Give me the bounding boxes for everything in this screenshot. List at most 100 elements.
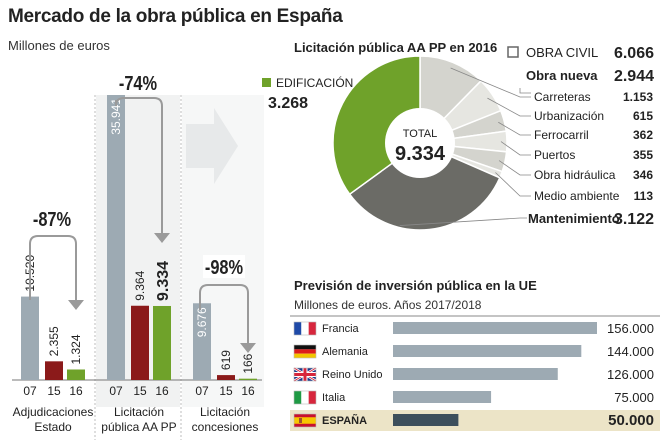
country-label: Alemania xyxy=(322,346,369,358)
value-label: 9.364 xyxy=(133,270,147,300)
flag-germany-icon xyxy=(293,344,317,359)
category-label: 16 xyxy=(241,384,255,398)
pie-total-label: TOTAL xyxy=(403,128,437,140)
value-obra-nueva: 2.944 xyxy=(614,68,654,85)
eu-bar xyxy=(393,414,459,426)
eu-bar xyxy=(393,322,597,334)
country-label: Italia xyxy=(322,392,346,404)
pie-slice-edificacion xyxy=(332,55,421,196)
arrow-head-icon xyxy=(240,343,256,353)
flag-spain-icon xyxy=(293,413,317,428)
breakdown-value: 362 xyxy=(633,128,653,142)
category-label: 07 xyxy=(109,384,123,398)
eu-value: 50.000 xyxy=(608,412,654,429)
value-label: 9.676 xyxy=(195,307,209,337)
group-label: Licitación xyxy=(114,405,164,419)
bar-0-0 xyxy=(21,296,39,380)
value-label: 35.941 xyxy=(109,98,123,135)
group-label: pública AA PP xyxy=(101,420,176,434)
breakdown-label: Puertos xyxy=(534,148,575,162)
change-label: -74% xyxy=(119,71,157,94)
arrow-head-icon xyxy=(154,233,170,243)
bar-1-0 xyxy=(107,95,125,380)
change-label: -87% xyxy=(33,207,71,230)
breakdown-label: Ferrocarril xyxy=(534,128,589,142)
breakdown-value: 346 xyxy=(633,168,653,182)
category-label: 07 xyxy=(195,384,209,398)
eu-bar xyxy=(393,391,492,403)
change-arrow xyxy=(115,97,163,233)
leader-line xyxy=(399,217,527,226)
value-mantenimiento: 3.122 xyxy=(614,211,654,228)
category-label: 16 xyxy=(69,384,83,398)
bar-2-0 xyxy=(193,303,211,380)
leader-line xyxy=(519,88,531,94)
bar-2-2 xyxy=(239,378,257,380)
value-obra-civil: 6.066 xyxy=(614,45,654,62)
breakdown-value: 355 xyxy=(633,148,653,162)
eu-bar xyxy=(393,368,558,380)
leader-line xyxy=(498,160,531,176)
pie-total-value: 9.334 xyxy=(395,143,446,165)
change-arrow xyxy=(29,235,77,300)
value-label: 619 xyxy=(219,350,233,370)
legend-swatch-obra-civil xyxy=(507,46,519,58)
group-label: Estado xyxy=(34,420,72,434)
eu-bar xyxy=(393,345,582,357)
eu-subtitle: Millones de euros. Años 2017/2018 xyxy=(294,298,482,312)
category-label: 16 xyxy=(155,384,169,398)
change-label-bg xyxy=(31,207,73,230)
value-label: 166 xyxy=(241,353,255,373)
change-label: -98% xyxy=(205,255,243,278)
flag-italy-icon xyxy=(293,390,317,405)
category-label: 07 xyxy=(23,384,37,398)
breakdown-value: 615 xyxy=(633,109,653,123)
leader-line xyxy=(495,172,531,197)
flag-france-icon xyxy=(293,321,317,336)
bar-0-2 xyxy=(67,369,85,380)
eu-value: 156.000 xyxy=(607,321,654,336)
legend-swatch-edificacion xyxy=(262,78,271,87)
change-arrow xyxy=(199,284,249,343)
page-subtitle: Millones de euros xyxy=(8,38,110,53)
value-edificacion: 3.268 xyxy=(268,95,308,112)
legend-mantenimiento: Mantenimiento xyxy=(528,211,620,226)
change-label-bg xyxy=(203,255,245,278)
bar-0-1 xyxy=(45,361,63,380)
bar-2-1 xyxy=(217,375,235,380)
value-label: 1.324 xyxy=(69,334,83,364)
category-label: 15 xyxy=(219,384,233,398)
group-label: Adjudicaciones xyxy=(13,405,94,419)
breakdown-label: Obra hidráulica xyxy=(534,168,616,182)
eu-value: 144.000 xyxy=(607,344,654,359)
pie-center xyxy=(385,108,455,178)
bar-1-2 xyxy=(153,305,171,380)
breakdown-label: Carreteras xyxy=(534,90,591,104)
eu-value: 75.000 xyxy=(614,390,654,405)
eu-value: 126.000 xyxy=(607,367,654,382)
legend-obra-civil: OBRA CIVIL xyxy=(526,45,598,60)
category-label: 15 xyxy=(47,384,61,398)
group-label: Licitación xyxy=(200,405,250,419)
legend-obra-nueva: Obra nueva xyxy=(526,68,598,83)
group-label: concesiones xyxy=(192,420,259,434)
breakdown-label: Medio ambiente xyxy=(534,189,620,203)
country-label: Francia xyxy=(322,323,360,335)
country-label: Reino Unido xyxy=(322,369,383,381)
category-label: 15 xyxy=(133,384,147,398)
breakdown-label: Urbanización xyxy=(534,109,604,123)
arrow-head-icon xyxy=(68,300,84,310)
legend-edificacion: EDIFICACIÓN xyxy=(276,75,353,90)
breakdown-value: 113 xyxy=(634,189,654,203)
highlight-row xyxy=(290,410,660,431)
change-label-bg xyxy=(117,71,159,94)
flag-uk-icon xyxy=(293,366,317,383)
leader-line xyxy=(498,121,531,136)
flow-arrow-icon xyxy=(186,108,238,184)
leader-line xyxy=(500,141,531,156)
value-label: 2.355 xyxy=(47,326,61,356)
pie-title: Licitación pública AA PP en 2016 xyxy=(294,40,497,55)
value-label: 9.334 xyxy=(155,261,172,301)
